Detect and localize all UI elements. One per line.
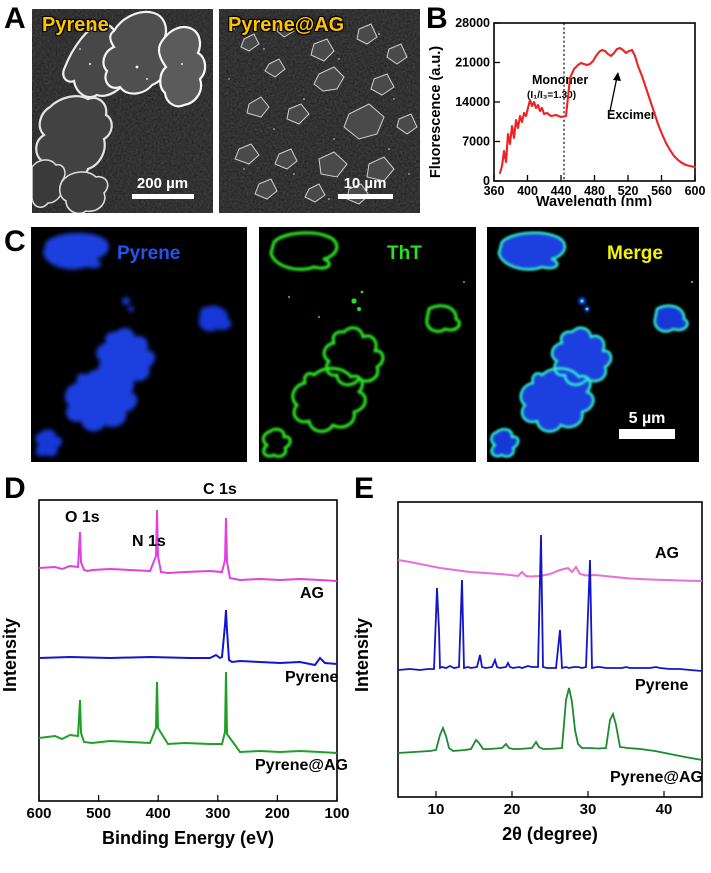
svg-text:500: 500: [86, 805, 111, 822]
svg-text:20: 20: [504, 801, 521, 818]
svg-text:28000: 28000: [455, 16, 490, 30]
svg-text:Binding Energy (eV): Binding Energy (eV): [102, 828, 274, 848]
svg-text:100: 100: [324, 805, 349, 822]
svg-text:Intensity: Intensity: [0, 618, 20, 692]
svg-text:14000: 14000: [455, 95, 490, 109]
svg-text:40: 40: [656, 801, 673, 818]
svg-text:10: 10: [428, 801, 445, 818]
svg-text:AG: AG: [655, 545, 679, 562]
svg-text:AG: AG: [300, 585, 324, 602]
svg-text:560: 560: [651, 184, 672, 198]
svg-text:ThT: ThT: [387, 243, 422, 264]
svg-text:21000: 21000: [455, 56, 490, 70]
svg-text:30: 30: [580, 801, 597, 818]
svg-text:300: 300: [205, 805, 230, 822]
svg-text:360: 360: [484, 184, 505, 198]
svg-text:2θ (degree): 2θ (degree): [502, 824, 598, 844]
svg-text:600: 600: [685, 184, 706, 198]
svg-text:Pyrene@AG: Pyrene@AG: [255, 757, 348, 774]
svg-text:Pyrene: Pyrene: [117, 243, 180, 264]
svg-text:7000: 7000: [462, 135, 490, 149]
svg-text:Merge: Merge: [607, 243, 663, 264]
svg-text:Intensity: Intensity: [352, 618, 372, 692]
svg-text:Pyrene@AG: Pyrene@AG: [610, 769, 703, 786]
svg-text:Pyrene: Pyrene: [285, 669, 338, 686]
svg-text:C 1s: C 1s: [203, 481, 237, 498]
svg-text:Pyrene: Pyrene: [635, 677, 688, 694]
svg-text:600: 600: [26, 805, 51, 822]
svg-text:200: 200: [265, 805, 290, 822]
svg-text:5 µm: 5 µm: [629, 410, 666, 427]
svg-text:O 1s: O 1s: [65, 509, 100, 526]
svg-text:400: 400: [146, 805, 171, 822]
svg-text:Fluorescence (a.u.): Fluorescence (a.u.): [428, 46, 444, 178]
svg-text:N 1s: N 1s: [132, 533, 166, 550]
svg-text:Wavelength (nm): Wavelength (nm): [536, 194, 652, 206]
svg-text:400: 400: [517, 184, 538, 198]
svg-text:Monomer: Monomer: [532, 73, 588, 87]
svg-text:Excimer: Excimer: [607, 108, 656, 122]
